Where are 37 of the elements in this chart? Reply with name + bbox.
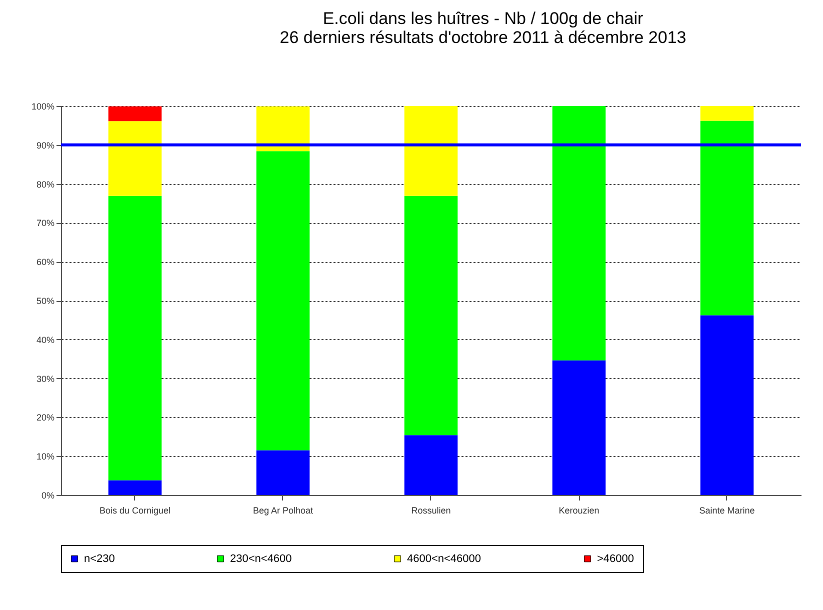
legend-label: >46000 [597,552,634,565]
y-tick-label: 40% [36,334,54,345]
x-tick-label: Sainte Marine [699,506,755,516]
bar [700,106,754,121]
bar [108,480,162,495]
legend-label: 230<n<4600 [230,552,292,565]
text: E.coli dans les huîtres - Nb / 100g de chair [322,9,644,28]
bar [700,120,754,316]
text: 26 derniers résultats d'octobre 2011 à décembre 2013 [280,28,686,47]
bar [256,450,310,495]
y-tick-label: 0% [41,490,54,500]
bar [404,196,458,436]
y-tick-label: 100% [31,102,54,112]
legend-label: 4600<n<46000 [407,552,482,565]
y-tick-label: 90% [36,140,54,150]
x-tick-label: Beg Ar Polhoat [252,506,314,516]
y-tick-label: 20% [36,412,54,423]
bar [108,196,162,480]
bar [552,106,606,360]
bar [108,121,162,196]
y-tick-label: 80% [36,179,54,190]
bar [404,106,458,196]
bar [256,151,310,450]
bar [404,435,458,495]
y-tick-label: 50% [36,296,54,306]
x-tick-label: Rossulien [411,506,451,516]
legend-label: n<230 [84,552,115,565]
bar [552,360,606,495]
y-tick-label: 60% [36,257,54,268]
x-tick-label: Bois du Corniguel [99,506,171,516]
y-tick-label: 70% [36,218,54,228]
y-tick-label: 30% [36,374,54,384]
bar [256,106,310,152]
bar [700,315,754,495]
x-tick-label: Kerouzien [558,506,600,516]
y-tick-label: 10% [36,452,54,462]
bar [108,106,162,122]
